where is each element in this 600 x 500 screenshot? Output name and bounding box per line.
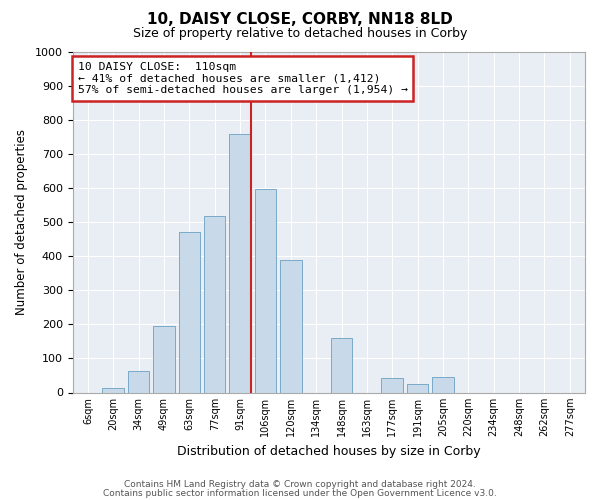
Y-axis label: Number of detached properties: Number of detached properties [15, 129, 28, 315]
Bar [382, 378, 403, 392]
X-axis label: Distribution of detached houses by size in Corby: Distribution of detached houses by size … [177, 444, 481, 458]
Bar [280, 260, 302, 392]
Bar [229, 134, 251, 392]
Bar [254, 190, 276, 392]
Text: Contains HM Land Registry data © Crown copyright and database right 2024.: Contains HM Land Registry data © Crown c… [124, 480, 476, 489]
Text: 10, DAISY CLOSE, CORBY, NN18 8LD: 10, DAISY CLOSE, CORBY, NN18 8LD [147, 12, 453, 28]
Text: Contains public sector information licensed under the Open Government Licence v3: Contains public sector information licen… [103, 488, 497, 498]
Bar [128, 372, 149, 392]
Bar [179, 232, 200, 392]
Bar [153, 326, 175, 392]
Text: Size of property relative to detached houses in Corby: Size of property relative to detached ho… [133, 26, 467, 40]
Bar [331, 338, 352, 392]
Text: 10 DAISY CLOSE:  110sqm
← 41% of detached houses are smaller (1,412)
57% of semi: 10 DAISY CLOSE: 110sqm ← 41% of detached… [78, 62, 408, 95]
Bar [432, 377, 454, 392]
Bar [103, 388, 124, 392]
Bar [407, 384, 428, 392]
Bar [204, 216, 226, 392]
